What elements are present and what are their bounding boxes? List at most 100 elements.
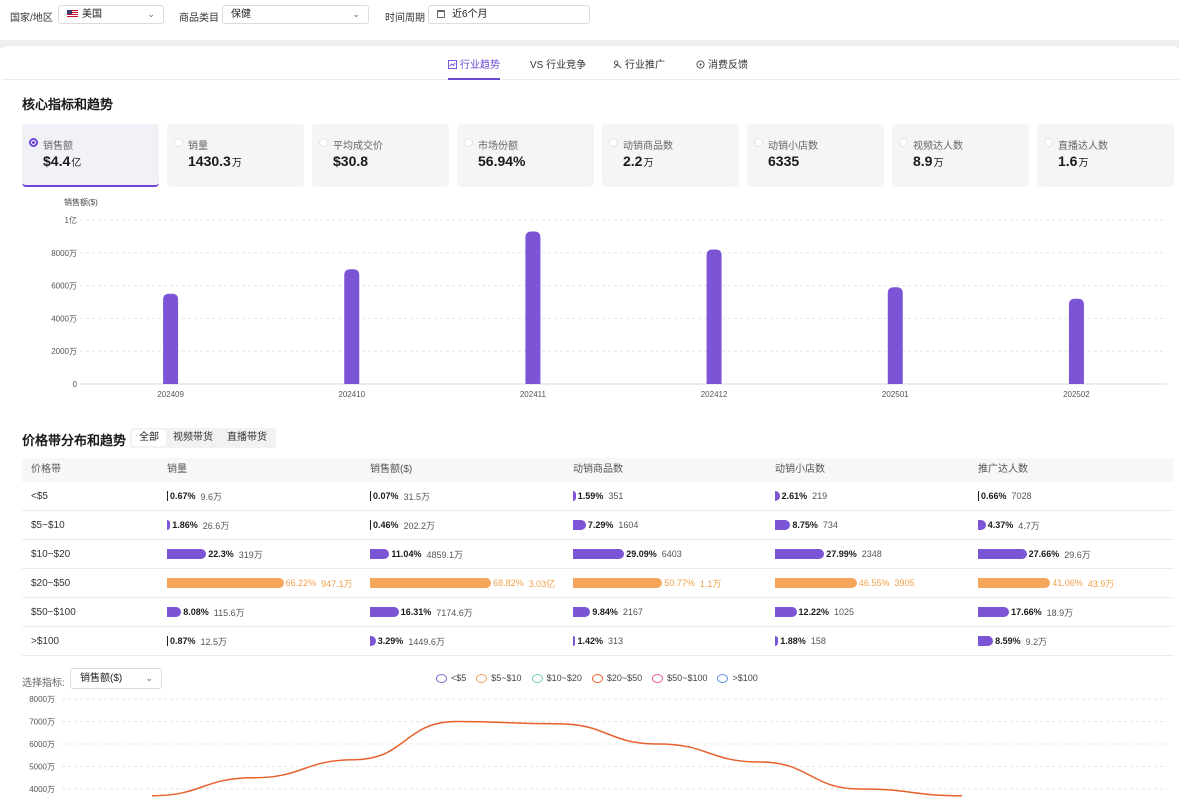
bar[interactable] (887, 287, 903, 384)
table-row[interactable]: $50~$100 8.08% 115.6万 16.31% 7174.6万 9.84% 216… (22, 598, 1174, 627)
legend-item[interactable]: >$100 (717, 673, 758, 683)
y-tick-label: 7000万 (29, 718, 55, 727)
segment-all[interactable]: 全部 (132, 430, 166, 446)
country-label: 国家/地区 (10, 13, 53, 24)
x-tick-label: 202411 (520, 390, 547, 399)
share-percent: 8.75% (792, 520, 818, 530)
share-percent: 27.66% (1028, 549, 1060, 559)
column-header: 销售额($) (370, 464, 413, 475)
share-percent: 0.46% (373, 520, 399, 530)
share-bar (775, 578, 857, 588)
share-percent: 7.29% (587, 520, 614, 530)
legend-item[interactable]: $5~$10 (476, 673, 522, 683)
share-bar (573, 491, 576, 501)
metric-selector[interactable]: 销售额($) ⌄ (70, 668, 162, 689)
bar[interactable] (1068, 298, 1084, 384)
radio-icon[interactable] (29, 138, 38, 147)
sales-bar-chart: 销售额($) 0 2000万 4000万 6000万 8000万 1亿 202409 20241… (51, 197, 1167, 399)
absolute-value: 1025 (834, 607, 855, 617)
radio-icon[interactable] (1044, 138, 1053, 147)
share-bar (573, 549, 625, 559)
table-row[interactable]: $10~$20 22.3% 319万 11.04% 4859.1万 29.09% 6403 2… (22, 540, 1174, 569)
period-select[interactable]: 近6个月 (428, 5, 590, 24)
metric-card[interactable]: 平均成交价 $30.8 (312, 124, 449, 187)
series-line[interactable] (151, 720, 963, 797)
price-band-label: >$100 (31, 636, 60, 647)
y-tick-label: 0 (73, 380, 78, 389)
absolute-value: 1604 (618, 520, 639, 530)
absolute-value: 947.1万 (321, 578, 353, 589)
absolute-value: 2167 (622, 607, 643, 617)
metric-card[interactable]: 直播达人数 1.6万 (1037, 124, 1174, 187)
share-percent: 12.22% (798, 607, 830, 617)
y-tick-label: 6000万 (29, 740, 55, 749)
share-percent: 2.61% (781, 491, 808, 501)
radio-icon[interactable] (609, 138, 618, 147)
y-tick-label: 1亿 (65, 215, 77, 225)
metric-value: 2.2万 (623, 153, 653, 169)
share-percent: 1.59% (577, 491, 604, 501)
us-flag-icon (67, 10, 78, 18)
metric-unit: 万 (933, 158, 944, 169)
legend-item[interactable]: $10~$20 (531, 673, 582, 683)
bar-cell: 3.29% 1449.6万 (370, 627, 445, 655)
metric-selector-value: 销售额($) (80, 673, 123, 684)
table-row[interactable]: $5~$10 1.86% 26.6万 0.46% 202.2万 7.29% 1604 8.75… (22, 511, 1174, 540)
column-header: 价格带 (31, 464, 61, 475)
metric-card[interactable]: 销售额 $4.4亿 (22, 124, 159, 187)
x-tick-label: 202412 (701, 390, 728, 399)
bar-cell: 27.99% 2348 (775, 540, 882, 568)
share-bar (775, 636, 779, 646)
tab-industry-trend[interactable]: 行业趋势 (448, 56, 500, 80)
bar-cell: 7.29% 1604 (573, 511, 638, 539)
segment-live[interactable]: 直播带货 (227, 432, 267, 443)
radio-icon[interactable] (319, 138, 328, 147)
segment-video[interactable]: 视频带货 (173, 432, 213, 443)
tab-industry-promotion[interactable]: 行业推广 (613, 56, 665, 80)
radio-icon[interactable] (754, 138, 763, 147)
metric-number: 6335 (768, 153, 800, 169)
legend-item[interactable]: $50~$100 (652, 673, 707, 683)
bar-cell: 8.59% 9.2万 (978, 627, 1047, 655)
metric-card[interactable]: 视频达人数 8.9万 (892, 124, 1029, 187)
legend-item[interactable]: <$5 (436, 673, 466, 683)
country-select[interactable]: 美国 ⌄ (58, 5, 164, 24)
tab-consumer-feedback[interactable]: 消费反馈 (696, 56, 748, 80)
share-percent: 46.55% (858, 578, 890, 588)
share-percent: 22.3% (208, 549, 234, 559)
share-bar (978, 520, 986, 530)
bar[interactable] (163, 293, 179, 384)
category-select[interactable]: 保健 ⌄ (222, 5, 369, 24)
bar[interactable] (525, 231, 541, 384)
period-label: 时间周期 (385, 13, 425, 24)
metric-card[interactable]: 市场份额 56.94% (457, 124, 594, 187)
x-tick-label: 202409 (157, 390, 184, 399)
bar[interactable] (344, 269, 360, 384)
tab-label: 行业推广 (625, 60, 665, 71)
metric-card[interactable]: 动销商品数 2.2万 (602, 124, 739, 187)
share-bar (370, 607, 399, 617)
metric-card[interactable]: 销量 1430.3万 (167, 124, 304, 187)
y-tick-label: 6000万 (51, 282, 77, 291)
share-percent: 1.42% (577, 636, 604, 646)
table-row[interactable]: $20~$50 66.22% 947.1万 68.82% 3.03亿 50.77% 1.1万… (22, 569, 1174, 598)
category-label: 商品类目 (179, 13, 219, 24)
radio-icon[interactable] (464, 138, 473, 147)
tab-label: VS 行业竞争 (530, 60, 587, 71)
legend-marker-icon (717, 673, 729, 683)
share-bar (167, 549, 207, 559)
metric-card[interactable]: 动销小店数 6335 (747, 124, 884, 187)
radio-icon[interactable] (899, 138, 908, 147)
period-value: 近6个月 (452, 9, 488, 20)
radio-icon[interactable] (174, 138, 183, 147)
y-tick-label: 4000万 (51, 314, 77, 323)
table-row[interactable]: >$100 0.87% 12.5万 3.29% 1449.6万 1.42% 313 1.88%… (22, 627, 1174, 656)
promo-icon (613, 60, 622, 69)
absolute-value: 219 (812, 491, 828, 501)
bar[interactable] (706, 249, 722, 384)
tab-industry-competition[interactable]: VS 行业竞争 (530, 56, 586, 80)
price-band-label: $10~$20 (31, 549, 71, 560)
table-row[interactable]: <$5 0.67% 9.6万 0.07% 31.5万 1.59% 351 2.61% 219 0.… (22, 482, 1174, 511)
bar-cell: 17.66% 18.9万 (978, 598, 1073, 626)
legend-item[interactable]: $20~$50 (591, 673, 642, 683)
